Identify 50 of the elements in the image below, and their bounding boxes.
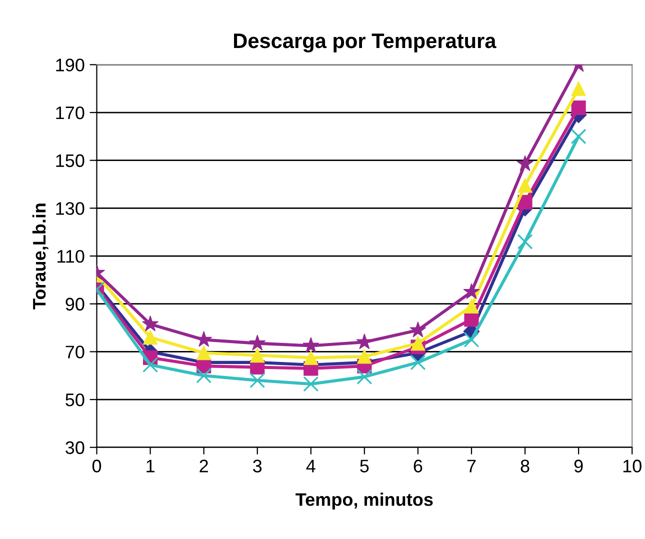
x-axis-title: Tempo, minutos [296,492,433,510]
point [142,357,158,373]
point [196,346,212,360]
y-tick-label: 90 [66,298,84,311]
point [464,298,479,314]
x-tick-label: 9 [574,460,583,472]
point [571,100,586,116]
point [516,155,534,172]
x-tick-label: 5 [360,460,369,472]
y-tick-label: 170 [56,106,84,120]
point [410,321,426,338]
point [196,368,212,384]
point [517,234,533,250]
x-tick-label: 6 [414,460,422,472]
point [571,81,586,96]
point [410,336,426,351]
y-tick-label: 110 [58,250,84,263]
x-tick-label: 2 [200,460,208,472]
point [570,128,586,144]
point [249,334,266,350]
point [303,376,319,392]
point [463,283,480,299]
point [464,332,480,348]
point [518,178,532,193]
x-tick-label: 10 [623,460,642,472]
point [302,337,320,353]
y-tick-label: 150 [56,154,84,168]
x-tick-label: 0 [92,460,102,472]
point [356,369,372,385]
y-tick-label: 30 [66,441,84,454]
point [142,316,159,332]
point [464,312,479,327]
point [357,349,372,364]
point [410,354,426,370]
y-tick-label: 130 [56,202,84,215]
x-tick-label: 8 [520,460,530,472]
y-tick-label: 50 [66,393,84,406]
point [356,333,373,350]
point [250,372,266,388]
x-tick-label: 7 [467,460,476,472]
x-tick-label: 3 [253,460,262,472]
y-tick-label: 70 [66,346,84,358]
chart-title: Descarga por Temperatura [234,34,496,52]
x-tick-label: 4 [306,460,316,472]
point [142,330,158,345]
point [304,350,318,365]
y-tick-label: 190 [56,58,84,72]
y-axis-title: Toraue,Lb.in [32,204,48,310]
x-tick-label: 1 [146,460,154,472]
point [250,348,265,363]
